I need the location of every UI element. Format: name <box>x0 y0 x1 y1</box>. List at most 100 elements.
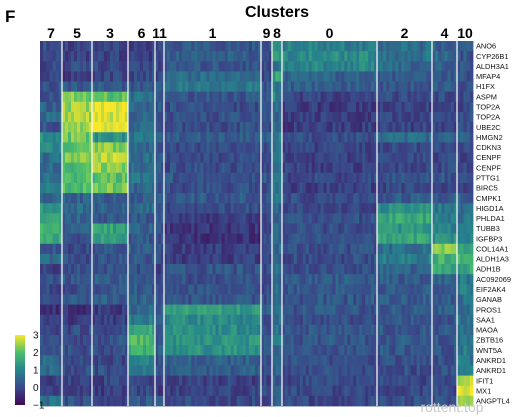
heatmap-cell <box>329 395 333 407</box>
heatmap-cell <box>71 284 75 295</box>
heatmap-cell <box>40 243 44 255</box>
heatmap-cell <box>320 355 324 366</box>
heatmap-cell <box>329 284 333 295</box>
heatmap-cell <box>254 81 259 93</box>
heatmap-cell <box>341 193 345 204</box>
heatmap-cell <box>43 162 47 174</box>
heatmap-cell <box>152 162 156 174</box>
heatmap-cell <box>453 304 458 316</box>
heatmap-cell <box>269 253 273 265</box>
heatmap-cell <box>248 264 253 275</box>
heatmap-cell <box>347 81 351 93</box>
heatmap-cell <box>74 274 78 285</box>
heatmap-cell <box>362 365 366 376</box>
heatmap-cell <box>224 385 229 397</box>
heatmap-cell <box>125 233 129 245</box>
heatmap-cell <box>266 61 270 72</box>
heatmap-cell <box>284 142 289 153</box>
heatmap-cell <box>338 132 342 143</box>
heatmap-cell <box>386 355 390 366</box>
heatmap-cell <box>371 172 375 184</box>
heatmap-cell <box>104 71 108 82</box>
heatmap-cell <box>389 193 393 204</box>
heatmap-cell <box>365 142 369 153</box>
heatmap-cell <box>194 243 198 255</box>
heatmap-cell <box>444 81 449 93</box>
cluster-label-7: 7 <box>47 25 55 41</box>
heatmap-cell <box>287 253 292 265</box>
heatmap-cell <box>350 142 354 153</box>
heatmap-cell <box>203 314 207 326</box>
heatmap-cell <box>83 101 87 113</box>
heatmap-cell <box>74 375 78 387</box>
heatmap-cell <box>450 172 455 184</box>
heatmap-cell <box>209 203 213 214</box>
heatmap-cell <box>344 132 348 143</box>
heatmap-cell <box>320 365 324 376</box>
heatmap-cell <box>185 213 189 224</box>
heatmap-cell <box>62 51 66 62</box>
heatmap-cell <box>254 294 259 306</box>
heatmap-cell <box>65 91 69 103</box>
heatmap-cell <box>149 203 153 214</box>
heatmap-cell <box>194 213 198 224</box>
heatmap-cell <box>254 243 259 255</box>
heatmap-cell <box>404 335 408 346</box>
heatmap-cell <box>161 41 165 52</box>
heatmap-cell <box>353 152 357 164</box>
heatmap-cell <box>43 223 47 235</box>
heatmap-cell <box>110 203 114 214</box>
heatmap-cell <box>77 172 81 184</box>
heatmap-cell <box>68 294 72 306</box>
heatmap-cell <box>152 101 156 113</box>
heatmap-cell <box>453 243 458 255</box>
heatmap-cell <box>290 395 295 407</box>
heatmap-cell <box>182 233 186 245</box>
heatmap-cell <box>386 284 390 295</box>
heatmap-cell <box>314 274 319 285</box>
heatmap-cell <box>371 182 375 194</box>
heatmap-cell <box>40 213 44 224</box>
heatmap-cell <box>236 41 241 52</box>
heatmap-cell <box>329 51 333 62</box>
heatmap-cell <box>173 172 177 184</box>
heatmap-cell <box>116 223 120 235</box>
heatmap-cell <box>55 355 60 366</box>
heatmap-cell <box>40 345 44 356</box>
heatmap-cell <box>49 111 53 123</box>
heatmap-cell <box>49 375 53 387</box>
heatmap-cell <box>362 304 366 316</box>
heatmap-cell <box>52 335 57 346</box>
heatmap-cell <box>167 335 171 346</box>
heatmap-cell <box>248 223 253 235</box>
heatmap-cell <box>282 213 286 224</box>
heatmap-cell <box>386 162 390 174</box>
heatmap-cell <box>203 41 207 52</box>
heatmap-cell <box>203 152 207 164</box>
heatmap-cell <box>299 51 304 62</box>
heatmap-cell <box>65 284 69 295</box>
heatmap-cell <box>98 335 102 346</box>
heatmap-cell <box>227 203 232 214</box>
heatmap-cell <box>101 142 105 153</box>
heatmap-cell <box>134 395 138 407</box>
heatmap-cell <box>49 233 53 245</box>
heatmap-cell <box>239 213 244 224</box>
heatmap-cell <box>149 182 153 194</box>
heatmap-cell <box>89 233 93 245</box>
heatmap-cell <box>282 101 286 113</box>
heatmap-cell <box>287 375 292 387</box>
heatmap-cell <box>146 304 150 316</box>
heatmap-cell <box>236 264 241 275</box>
heatmap-cell <box>368 375 372 387</box>
heatmap-cell <box>432 172 436 184</box>
heatmap-cell <box>125 365 129 376</box>
heatmap-cell <box>368 101 372 113</box>
heatmap-cell <box>428 91 433 103</box>
heatmap-cell <box>435 253 439 265</box>
heatmap-cell <box>266 101 270 113</box>
heatmap-cell <box>203 182 207 194</box>
heatmap-cell <box>326 284 330 295</box>
heatmap-cell <box>389 91 393 103</box>
heatmap-cell <box>435 81 439 93</box>
